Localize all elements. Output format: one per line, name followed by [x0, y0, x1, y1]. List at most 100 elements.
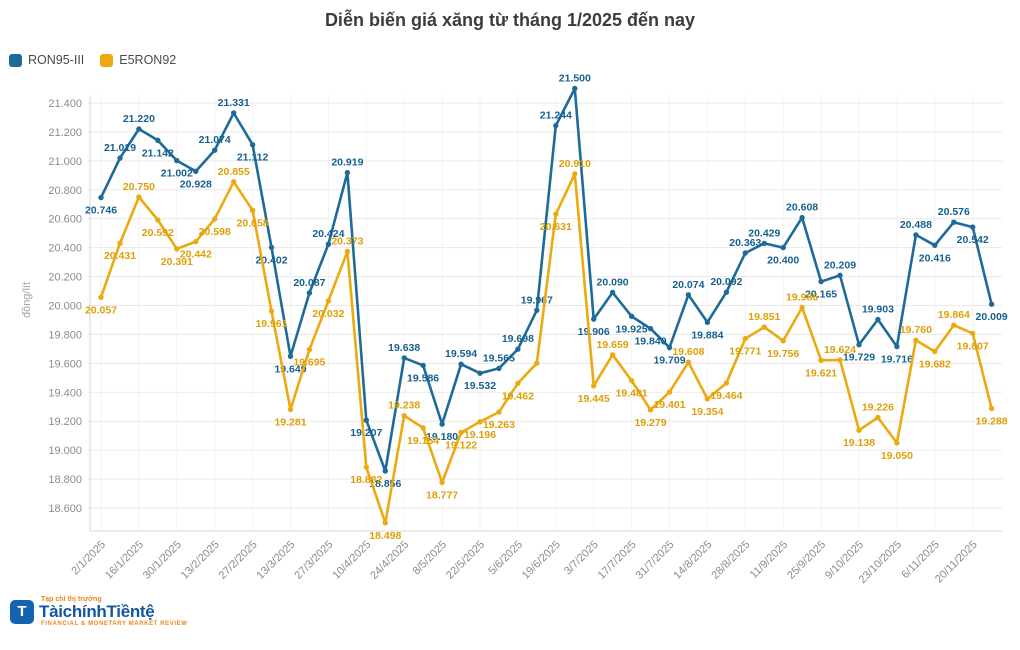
data-point-marker[interactable]	[780, 244, 786, 251]
data-point-marker[interactable]	[458, 429, 464, 436]
data-point-marker[interactable]	[193, 168, 199, 174]
data-point-marker[interactable]	[988, 405, 995, 412]
data-point-marker[interactable]	[155, 137, 161, 143]
data-point-marker[interactable]	[420, 425, 426, 431]
data-point-marker[interactable]	[837, 272, 843, 278]
data-point-marker[interactable]	[988, 301, 995, 307]
data-point-marker[interactable]	[117, 155, 123, 161]
data-point-marker[interactable]	[761, 324, 767, 330]
data-point-marker[interactable]	[439, 479, 445, 486]
data-point-marker[interactable]	[515, 380, 521, 386]
data-point-marker[interactable]	[344, 169, 351, 176]
data-point-marker[interactable]	[647, 325, 654, 332]
data-point-marker[interactable]	[98, 294, 104, 300]
data-point-marker[interactable]	[287, 406, 294, 413]
data-point-marker[interactable]	[268, 244, 275, 251]
data-point-marker[interactable]	[496, 409, 502, 415]
data-point-marker[interactable]	[306, 290, 313, 296]
data-point-marker[interactable]	[344, 248, 351, 255]
data-point-marker[interactable]	[231, 110, 237, 116]
data-point-marker[interactable]	[742, 250, 748, 256]
data-point-marker[interactable]	[818, 357, 824, 363]
legend-item-ron95[interactable]: RON95-III	[9, 53, 84, 67]
data-point-marker[interactable]	[572, 171, 578, 177]
data-point-marker[interactable]	[723, 380, 730, 386]
data-point-marker[interactable]	[401, 413, 407, 419]
data-point-marker[interactable]	[212, 147, 218, 153]
data-point-marker[interactable]	[401, 355, 407, 361]
data-point-marker[interactable]	[932, 242, 938, 248]
data-point-marker[interactable]	[856, 427, 862, 433]
data-point-marker[interactable]	[496, 365, 502, 372]
data-point-marker[interactable]	[553, 122, 559, 129]
legend-item-e5ron92[interactable]: E5RON92	[100, 53, 176, 67]
data-point-label: 19.401	[653, 399, 685, 411]
data-point-marker[interactable]	[609, 289, 616, 296]
data-point-marker[interactable]	[818, 278, 824, 285]
data-point-marker[interactable]	[268, 308, 275, 314]
data-point-marker[interactable]	[894, 343, 900, 350]
data-point-marker[interactable]	[666, 389, 673, 395]
data-point-marker[interactable]	[515, 346, 521, 352]
data-point-marker[interactable]	[628, 377, 635, 384]
data-point-marker[interactable]	[306, 346, 313, 353]
data-point-marker[interactable]	[875, 414, 881, 421]
data-point-marker[interactable]	[249, 142, 256, 148]
data-point-marker[interactable]	[951, 322, 957, 328]
data-point-marker[interactable]	[591, 316, 597, 322]
data-point-marker[interactable]	[136, 126, 142, 132]
data-point-marker[interactable]	[913, 232, 919, 238]
data-point-marker[interactable]	[685, 292, 692, 298]
data-point-marker[interactable]	[553, 211, 559, 217]
data-point-marker[interactable]	[136, 194, 142, 200]
data-point-marker[interactable]	[799, 304, 805, 311]
data-point-marker[interactable]	[212, 216, 218, 222]
data-point-marker[interactable]	[117, 240, 123, 246]
data-point-marker[interactable]	[382, 468, 388, 474]
data-point-marker[interactable]	[231, 179, 237, 185]
data-point-marker[interactable]	[723, 289, 730, 295]
data-point-marker[interactable]	[647, 407, 654, 413]
data-point-marker[interactable]	[363, 464, 369, 470]
data-point-marker[interactable]	[382, 520, 388, 526]
data-point-marker[interactable]	[477, 419, 483, 425]
data-point-marker[interactable]	[572, 85, 578, 92]
data-point-marker[interactable]	[685, 359, 692, 365]
data-point-marker[interactable]	[761, 240, 767, 247]
data-point-marker[interactable]	[704, 396, 711, 402]
data-point-marker[interactable]	[325, 241, 332, 247]
data-point-marker[interactable]	[98, 194, 104, 201]
data-point-marker[interactable]	[932, 348, 938, 355]
data-point-marker[interactable]	[875, 316, 881, 323]
data-point-marker[interactable]	[666, 344, 673, 351]
data-point-marker[interactable]	[591, 383, 597, 389]
data-point-marker[interactable]	[913, 337, 919, 343]
data-point-marker[interactable]	[420, 362, 426, 369]
data-point-marker[interactable]	[970, 224, 976, 230]
data-point-marker[interactable]	[704, 319, 711, 325]
data-point-marker[interactable]	[856, 342, 862, 348]
data-point-marker[interactable]	[780, 338, 786, 344]
data-point-marker[interactable]	[174, 246, 180, 252]
data-point-marker[interactable]	[534, 360, 540, 366]
data-point-marker[interactable]	[609, 352, 616, 358]
data-point-marker[interactable]	[287, 353, 294, 359]
data-point-marker[interactable]	[742, 335, 748, 342]
data-point-marker[interactable]	[894, 440, 900, 446]
data-point-marker[interactable]	[325, 298, 332, 304]
data-point-marker[interactable]	[951, 219, 957, 225]
data-point-marker[interactable]	[628, 313, 635, 319]
data-point-marker[interactable]	[439, 421, 445, 427]
data-point-marker[interactable]	[799, 214, 805, 221]
data-point-marker[interactable]	[534, 307, 540, 313]
data-point-marker[interactable]	[174, 157, 180, 164]
data-point-marker[interactable]	[970, 330, 976, 337]
data-point-marker[interactable]	[837, 357, 843, 363]
data-point-marker[interactable]	[477, 370, 483, 376]
data-point-marker[interactable]	[458, 361, 464, 367]
data-point-marker[interactable]	[193, 238, 199, 245]
data-point-marker[interactable]	[363, 417, 369, 423]
data-point-marker[interactable]	[249, 207, 256, 213]
data-point-marker[interactable]	[155, 217, 161, 223]
